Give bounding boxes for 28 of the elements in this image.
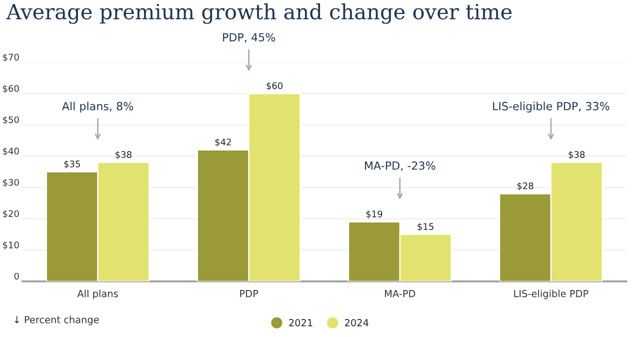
y-tick-label: $50: [3, 116, 19, 124]
data-label: $38: [116, 150, 132, 160]
y-tick-label: 0: [14, 272, 19, 280]
data-label: $42: [215, 138, 231, 147]
text: PDP, 45%: [223, 33, 276, 43]
y-tick-label: $60: [3, 84, 19, 94]
y-tick-label: $70: [3, 54, 19, 62]
data-label: $35: [64, 160, 80, 169]
data-label: $28: [517, 182, 534, 190]
y-tick-label: $20: [3, 210, 19, 218]
y-tick-label: $10: [3, 241, 19, 250]
annotation: LIS-eligible PDP, 33%: [493, 102, 610, 112]
y-tick-label: $30: [3, 178, 19, 187]
data-label: $38: [568, 150, 585, 160]
chart-title: Average premium growth and change over time: [6, 3, 512, 24]
y-tick-label: $40: [3, 147, 19, 156]
data-label: $19: [366, 210, 382, 219]
data-label: $60: [266, 82, 283, 90]
x-tick-label: All plans: [77, 290, 118, 300]
legend-label: 2021: [289, 319, 312, 326]
x-tick-label: LIS-eligible PDP: [514, 290, 588, 300]
x-tick-label: PDP: [240, 290, 258, 298]
text: ↓ Percent change: [14, 316, 99, 326]
data-label: $15: [418, 222, 434, 232]
x-tick-label: MA-PD: [385, 290, 416, 298]
legend-label: 2024: [344, 319, 368, 326]
annotation: MA-PD, -23%: [364, 161, 436, 171]
annotation: All plans, 8%: [62, 102, 134, 112]
